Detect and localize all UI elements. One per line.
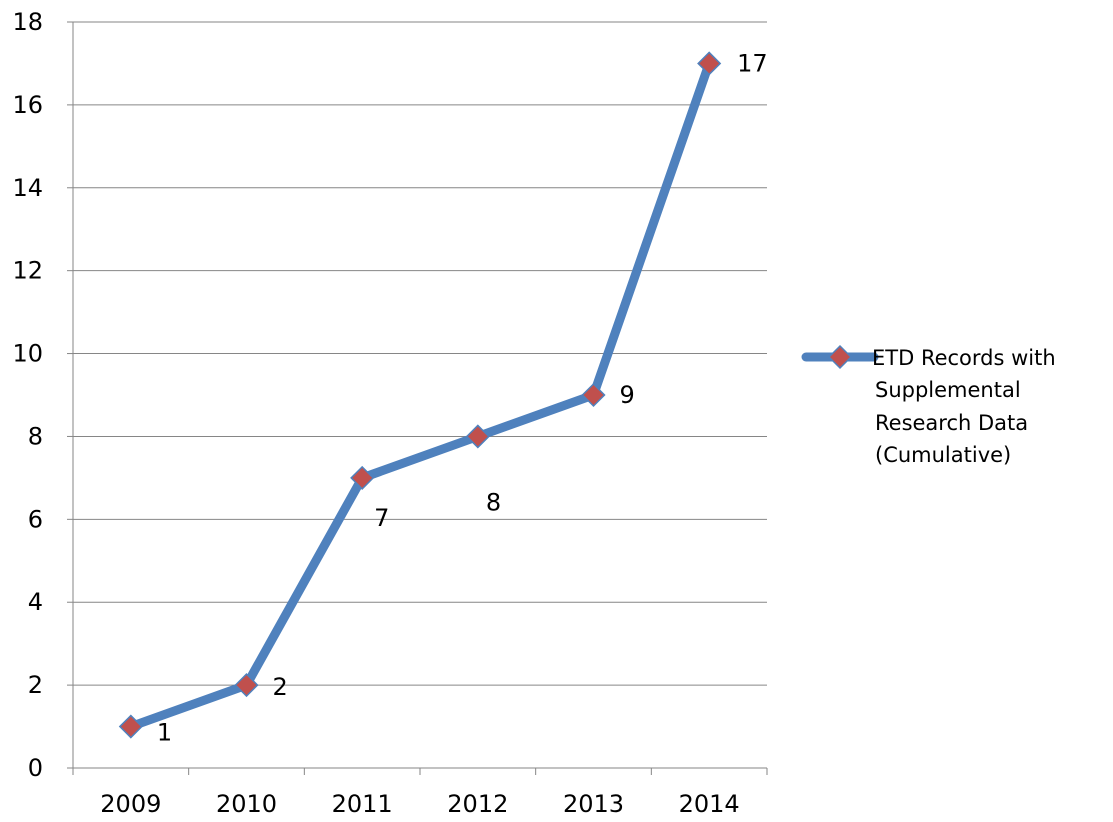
data-point-2010	[234, 673, 259, 698]
data-point-2011	[350, 465, 375, 490]
x-tick-label-2013: 2013	[563, 790, 624, 818]
legend-marker-swatch	[827, 344, 853, 370]
y-tick-label-4: 4	[28, 588, 43, 616]
series-line	[126, 58, 714, 732]
y-tick-label-8: 8	[28, 422, 43, 450]
y-tick-label-12: 12	[12, 257, 43, 285]
data-label-2009: 1	[157, 719, 172, 747]
data-point-2014	[697, 51, 722, 76]
data-point-2013	[581, 382, 606, 408]
x-tick-label-2014: 2014	[679, 790, 740, 818]
legend-label-line-4: (Cumulative)	[875, 443, 1011, 467]
y-tick-label-18: 18	[12, 8, 43, 36]
y-tick-label-16: 16	[12, 91, 43, 119]
x-tick-label-2010: 2010	[216, 790, 277, 818]
data-label-2011: 7	[374, 504, 389, 532]
series-group	[118, 51, 722, 739]
x-axis-tick-labels: 2009 2010 2011 2012 2013 2014	[100, 790, 739, 818]
y-axis-tick-labels: 0 2 4 6 8 10 12 14 16 18	[12, 8, 43, 782]
y-tick-label-10: 10	[12, 340, 43, 368]
y-tick-label-6: 6	[28, 505, 43, 533]
data-label-2012: 8	[486, 488, 501, 516]
legend-label-line-1: ETD Records with	[872, 346, 1056, 370]
gridlines	[73, 21, 767, 686]
y-tick-label-0: 0	[28, 754, 43, 782]
x-tick-label-2011: 2011	[332, 790, 393, 818]
data-labels: 1 2 7 8 9 17	[157, 49, 768, 746]
data-label-2013: 9	[620, 381, 635, 409]
x-tick-label-2012: 2012	[447, 790, 508, 818]
data-point-2012	[465, 424, 490, 449]
y-tick-label-14: 14	[12, 174, 43, 202]
data-label-2010: 2	[273, 673, 288, 701]
axes	[67, 21, 768, 775]
legend-label-line-2: Supplemental	[875, 378, 1021, 402]
data-label-2014: 17	[737, 49, 768, 77]
y-tick-label-2: 2	[28, 671, 43, 699]
legend-label-line-3: Research Data	[875, 411, 1028, 435]
data-point-2009	[118, 714, 143, 739]
x-tick-label-2009: 2009	[100, 790, 161, 818]
legend: ETD Records with Supplemental Research D…	[801, 344, 1056, 467]
